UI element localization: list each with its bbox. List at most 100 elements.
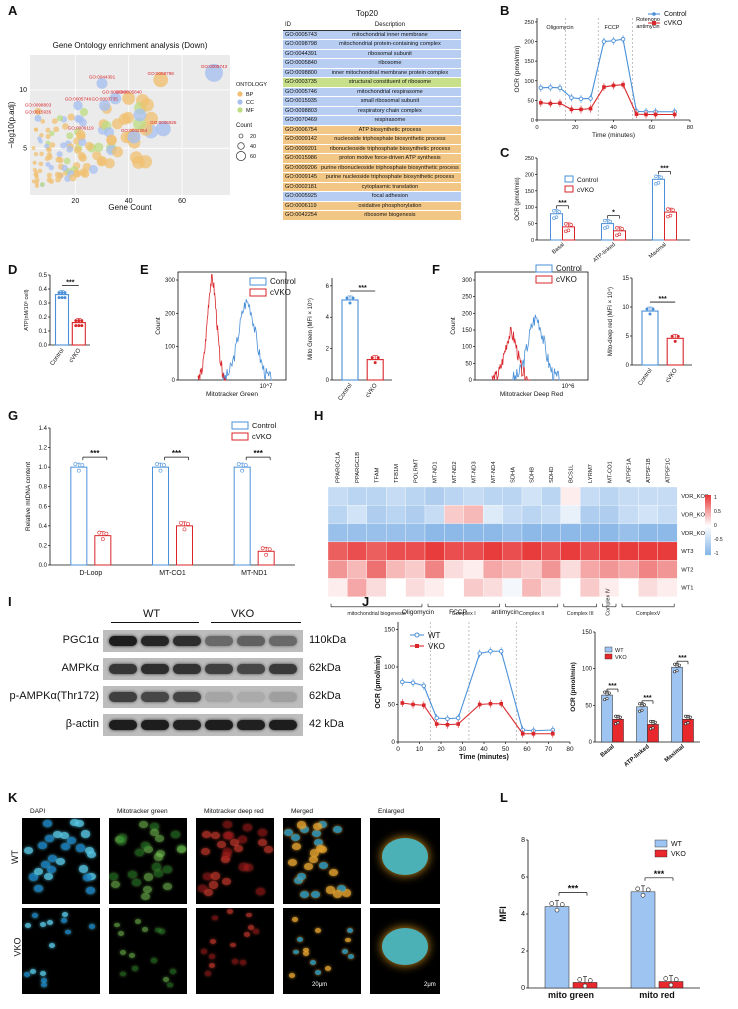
cell-nucleus [210, 939, 217, 945]
y-tick-label: 5 [626, 334, 630, 340]
go-table-id: GO:0005746 [283, 87, 320, 97]
cell-nucleus [150, 957, 157, 963]
microscopy-image [370, 908, 440, 994]
cell-nucleus [382, 928, 428, 965]
significance-mark: *** [359, 285, 367, 292]
x-tick-label: 10^6 [562, 384, 575, 390]
heatmap-cell [618, 560, 639, 579]
cell-nucleus [230, 942, 237, 948]
legend-ontology-item: MF [246, 108, 255, 114]
x-axis-label: Mitotracker Green [206, 391, 258, 398]
go-table-id: GO:0098803 [283, 106, 320, 116]
bubble [79, 108, 89, 117]
y-tick-label: 300 [462, 278, 473, 284]
cell-nucleus [56, 857, 66, 865]
data-point [616, 721, 620, 725]
data-point [370, 356, 374, 360]
legend-label: cVKO [577, 187, 594, 194]
cell-nucleus [40, 860, 50, 869]
data-point [411, 702, 415, 707]
heatmap-cell [444, 505, 464, 524]
legend-label: cVKO [556, 275, 577, 284]
panel-letter-c: C [500, 145, 510, 160]
heatmap-cell [347, 505, 367, 524]
scale-segment [705, 544, 711, 547]
data-point [182, 527, 187, 532]
cell-nucleus [198, 884, 207, 892]
data-point [634, 112, 639, 116]
data-point [654, 182, 658, 186]
heatmap-cell [444, 578, 464, 597]
blot-band [173, 636, 201, 646]
data-point [538, 85, 544, 91]
cell-nucleus [336, 885, 346, 893]
bubble [31, 146, 36, 151]
cell-nucleus [238, 835, 248, 843]
y-tick-label: 50 [585, 703, 592, 709]
panel-letter-i: I [8, 594, 12, 609]
blot-size-label: 110kDa [309, 634, 347, 646]
data-point [77, 324, 81, 328]
cell-nucleus [113, 922, 120, 928]
bubble [35, 177, 40, 183]
data-point [673, 662, 677, 666]
go-table-id: GO:0042254 [283, 210, 320, 221]
go-table-id: GO:0009201 [283, 144, 320, 154]
cell-nucleus [283, 828, 293, 837]
cell-nucleus [33, 885, 43, 893]
cell-nucleus [66, 837, 76, 845]
legend-label: VKO [671, 851, 686, 858]
go-term-label: GO:0015935 [25, 109, 52, 114]
blot-band [237, 692, 265, 702]
bubble [79, 168, 88, 177]
x-axis-label: Time (minutes) [459, 754, 509, 761]
heatmap-cell [405, 486, 426, 506]
data-point [688, 715, 692, 719]
heatmap-cell [386, 560, 406, 579]
bubble [38, 161, 44, 167]
data-point [603, 698, 607, 702]
data-point [670, 334, 674, 338]
panel-letter-d: D [8, 262, 18, 277]
bubble-title: Gene Ontology enrichment analysis (Down) [53, 41, 208, 50]
cell-nucleus [151, 863, 161, 871]
bar [671, 666, 683, 743]
go-table-desc: respirasome [319, 115, 461, 126]
scale-segment [705, 553, 711, 556]
go-table-header-desc: Description [319, 21, 461, 31]
cell-nucleus [208, 881, 218, 889]
go-table-desc: small ribosomal subunit [319, 96, 461, 107]
bubble [49, 142, 56, 148]
scale-segment [705, 508, 711, 511]
cell-nucleus [221, 856, 231, 864]
panel-letter-h: H [314, 408, 324, 423]
data-point [434, 722, 439, 726]
scale-segment [705, 510, 711, 512]
injection-annotation: FCCP [449, 609, 467, 616]
heatmap-cell [541, 523, 561, 543]
go-table-row: GO:0042254 ribosome biogenesis [283, 210, 461, 221]
blot-band [205, 692, 233, 702]
heatmap-cell [347, 541, 367, 561]
bubble [75, 129, 86, 140]
cell-nucleus [87, 850, 97, 858]
cell-nucleus [287, 858, 297, 866]
cell-nucleus [209, 962, 216, 968]
y-tick-label: 250 [524, 20, 534, 26]
legend-count-item: 20 [250, 134, 256, 140]
scale-segment [705, 523, 711, 526]
cell-nucleus [303, 947, 310, 953]
heatmap-cell [366, 541, 387, 561]
blot-strip [103, 714, 303, 736]
data-point [477, 702, 482, 707]
cell-nucleus [62, 911, 69, 917]
blot-band [141, 664, 169, 674]
data-point [499, 701, 503, 706]
heatmap-cell [502, 560, 523, 579]
bubble [62, 123, 69, 130]
heatmap-cell [463, 486, 484, 506]
category-label: MT-ND1 [241, 570, 267, 577]
cell-nucleus [227, 909, 234, 914]
x-tick-label: 60 [523, 746, 531, 753]
group-label: Complex II [519, 611, 544, 617]
